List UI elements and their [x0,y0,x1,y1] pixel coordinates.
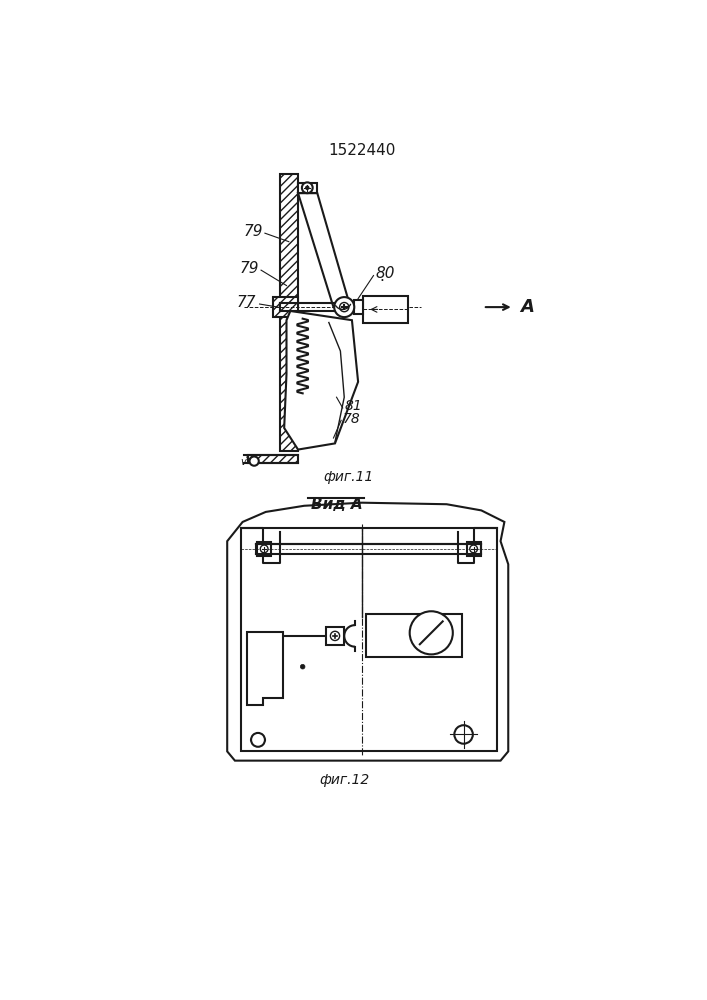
Circle shape [409,611,452,654]
Text: 78: 78 [343,412,361,426]
Text: 79: 79 [240,261,259,276]
Circle shape [455,725,473,744]
Circle shape [251,733,265,747]
Polygon shape [363,296,408,323]
Text: 81: 81 [344,399,362,413]
Circle shape [260,545,268,553]
Polygon shape [281,174,298,451]
Text: Вид А: Вид А [311,497,363,512]
Text: 79: 79 [244,224,264,239]
Text: 80: 80 [375,266,395,282]
Polygon shape [298,193,351,307]
Text: 1522440: 1522440 [328,143,396,158]
Text: .: . [379,269,384,284]
Text: v: v [240,457,247,467]
Text: фиг.11: фиг.11 [324,470,374,484]
Polygon shape [326,627,344,645]
Polygon shape [467,542,481,556]
Circle shape [469,545,477,553]
Circle shape [334,297,354,317]
Circle shape [330,631,339,641]
Polygon shape [298,183,317,193]
Text: фиг.12: фиг.12 [319,773,369,787]
Polygon shape [354,300,363,314]
Polygon shape [284,311,358,450]
Polygon shape [273,297,298,317]
Circle shape [339,302,349,312]
Polygon shape [241,528,497,751]
Circle shape [302,182,312,193]
Polygon shape [257,542,271,556]
Polygon shape [248,455,298,463]
Text: 77: 77 [237,295,257,310]
Circle shape [300,664,305,669]
Circle shape [305,186,309,189]
Polygon shape [227,503,508,761]
Text: А: А [520,298,534,316]
Polygon shape [247,632,284,705]
Circle shape [250,456,259,466]
Polygon shape [366,614,462,657]
